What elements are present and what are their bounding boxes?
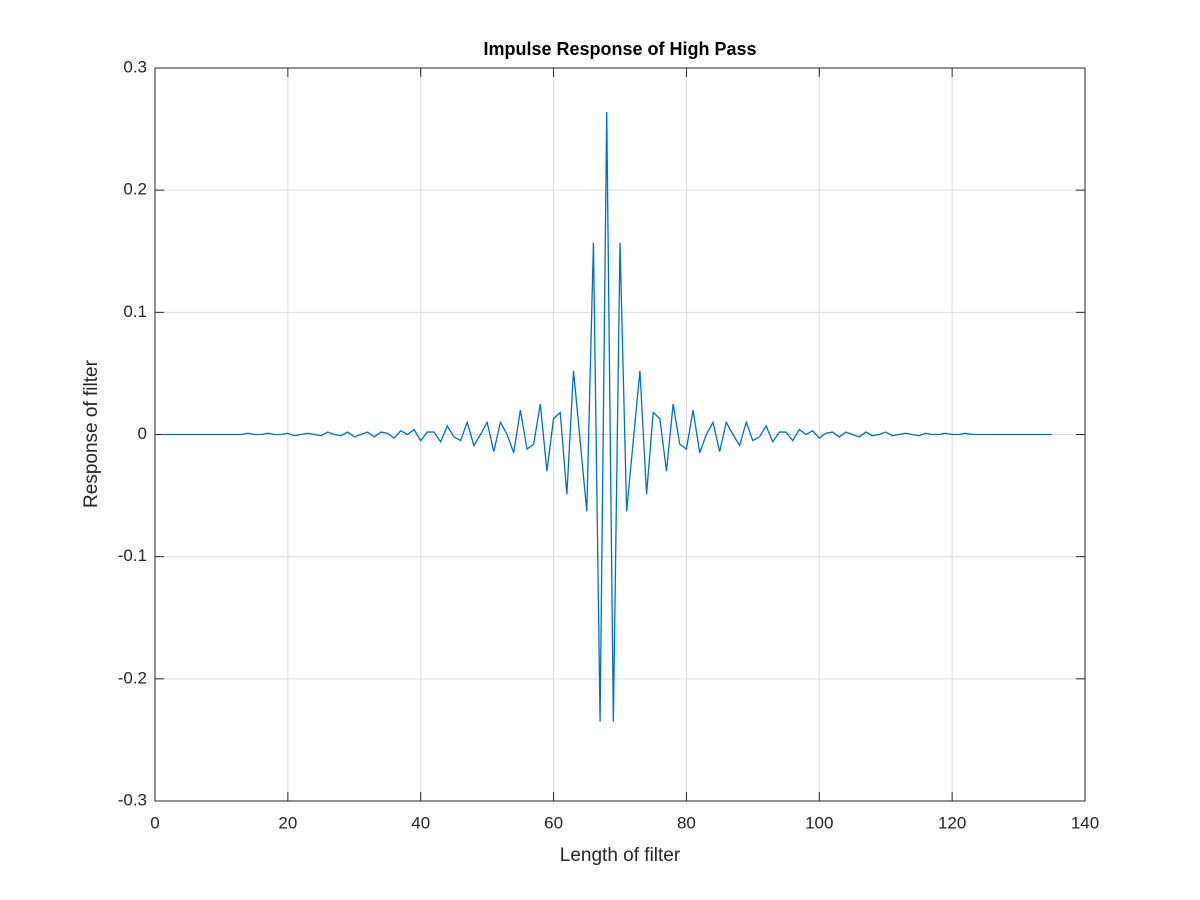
- chart-title: Impulse Response of High Pass: [483, 39, 756, 59]
- y-axis-label: Response of filter: [81, 359, 102, 508]
- x-tick-label: 120: [938, 813, 966, 832]
- x-tick-label: 20: [278, 813, 297, 832]
- x-tick-label: 40: [411, 813, 430, 832]
- x-tick-label: 80: [677, 813, 696, 832]
- y-tick-label: -0.1: [118, 546, 147, 565]
- y-tick-label: -0.3: [118, 790, 147, 809]
- data-line: [161, 111, 1052, 722]
- x-tick-label: 100: [805, 813, 833, 832]
- y-tick-label: 0: [138, 424, 147, 443]
- x-tick-label: 60: [544, 813, 563, 832]
- x-tick-label: 0: [150, 813, 159, 832]
- y-tick-label: 0.1: [123, 302, 147, 321]
- y-tick-label: -0.2: [118, 668, 147, 687]
- y-tick-label: 0.2: [123, 180, 147, 199]
- axes-box: [154, 67, 1086, 802]
- y-tick-label: 0.3: [123, 57, 147, 76]
- x-tick-label: 140: [1071, 813, 1099, 832]
- x-axis-label: Length of filter: [560, 845, 681, 866]
